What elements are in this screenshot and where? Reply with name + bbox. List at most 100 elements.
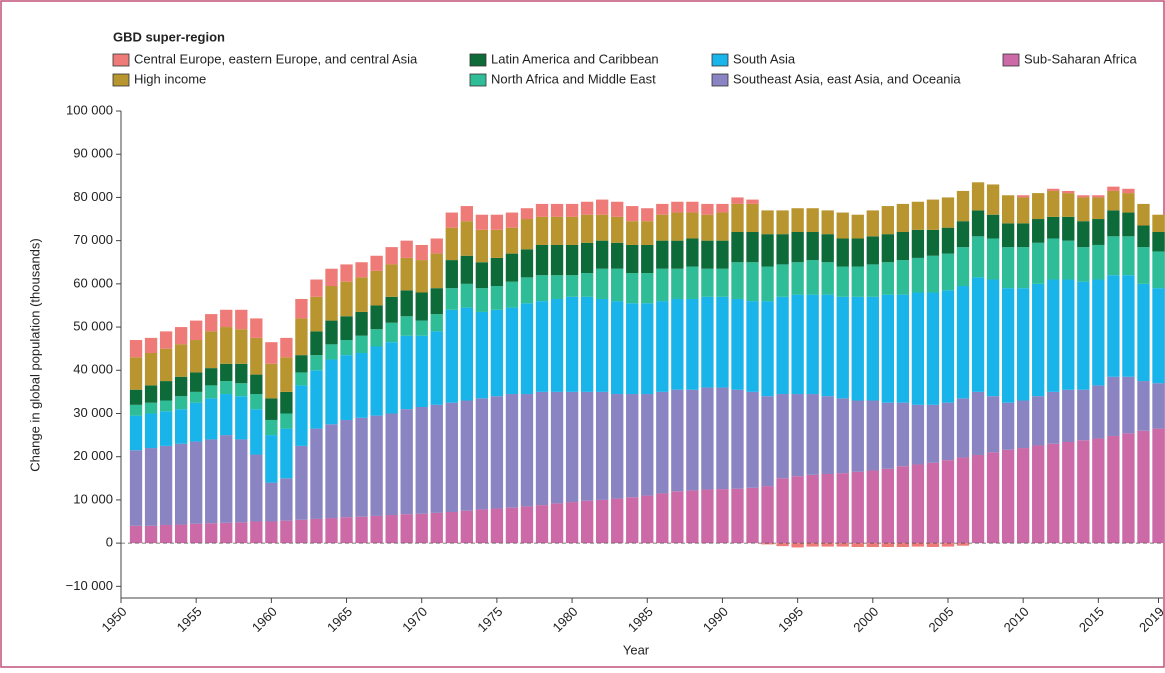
bar-segment [430,512,443,544]
bar-segment [1092,197,1105,220]
bar-segment [370,270,383,306]
bar-segment [896,294,910,403]
bar-segment [205,398,218,440]
bar-segment [791,231,804,263]
bar-segment [671,268,684,299]
bar-segment [265,482,278,522]
bar-segment [144,413,158,449]
y-tick-label: 100 000 [66,102,113,117]
bar-segment [129,357,143,390]
bar-segment [761,266,774,302]
bar-segment [595,499,609,544]
bar-segment [1047,279,1060,392]
bar-segment [1122,236,1135,276]
bar-segment [1137,203,1150,226]
bar-segment [956,286,970,399]
bar-segment [911,257,925,293]
bar-segment [205,368,218,386]
bar-segment [505,253,519,282]
bar-segment [325,268,338,287]
bar-segment [656,214,669,241]
bar-segment [701,203,714,215]
bar-segment [686,490,699,544]
bar-segment [580,391,594,501]
bar-segment [956,543,970,546]
bar-segment [280,428,293,479]
bar-segment [415,407,428,514]
bar-segment [505,212,519,228]
bar-segment [220,363,233,382]
bar-segment [1047,391,1060,444]
bar-segment [265,342,278,364]
bar-segment [641,208,654,222]
bar-segment [1047,216,1060,239]
bar-segment [595,240,609,269]
x-axis-label: Year [623,642,650,657]
bar-segment [776,264,789,297]
bar-segment [806,294,819,395]
bar-segment [1107,376,1120,436]
bar-segment [205,439,218,524]
bar-segment [671,298,684,390]
bar-segment [866,264,879,297]
bar-segment [250,454,263,522]
bar-segment [731,389,744,489]
bar-segment [1092,279,1105,386]
bar-segment [611,201,624,217]
bar-segment [580,214,594,243]
bar-segment [911,229,925,258]
bar-segment [716,212,729,241]
bar-segment [776,210,789,235]
bar-segment [1152,231,1165,252]
bar-segment [265,521,278,544]
bar-segment [701,296,714,388]
bar-segment [174,443,188,525]
bar-segment [986,279,1000,397]
bar-segment [490,229,504,258]
bar-segment [355,311,368,336]
bar-segment [535,203,549,217]
bar-segment [791,394,804,477]
y-tick-label: 10 000 [73,491,113,506]
bar-segment [129,404,143,416]
bar-segment [235,522,248,544]
bar-segment [1122,376,1135,434]
bar-segment [1137,247,1150,284]
bar-segment [415,320,428,336]
bar-segment [235,396,248,440]
bar-segment [310,428,323,519]
bar-segment [1016,400,1030,449]
bar-segment [250,394,263,410]
bar-segment [520,506,534,544]
bar-segment [355,516,368,544]
bar-segment [310,296,323,332]
bar-segment [641,273,654,304]
bar-segment [1107,275,1120,377]
y-tick-label: −10 000 [66,578,113,593]
bar-segment [505,307,519,395]
bar-segment [430,404,443,513]
bar-segment [295,385,308,446]
bar-segment [1107,186,1120,191]
bar-segment [1016,247,1030,289]
bar-segment [956,190,970,222]
bar-segment [761,301,774,397]
bar-segment [686,201,699,213]
legend-label: Southeast Asia, east Asia, and Oceania [733,71,961,86]
bar-segment [821,234,834,263]
bar-segment [1122,193,1135,213]
bar-segment [731,197,744,204]
bar-segment [205,523,218,544]
bar-segment [445,402,458,513]
bar-segment [190,391,203,403]
bar-segment [385,342,398,414]
y-tick-label: 30 000 [73,405,113,420]
bar-segment [400,257,413,291]
bar-segment [761,210,774,235]
bar-segment [235,383,248,397]
bar-segment [986,214,1000,239]
bar-segment [144,525,158,544]
bar-segment [280,520,293,544]
bar-segment [1122,433,1135,544]
bar-segment [626,206,639,222]
